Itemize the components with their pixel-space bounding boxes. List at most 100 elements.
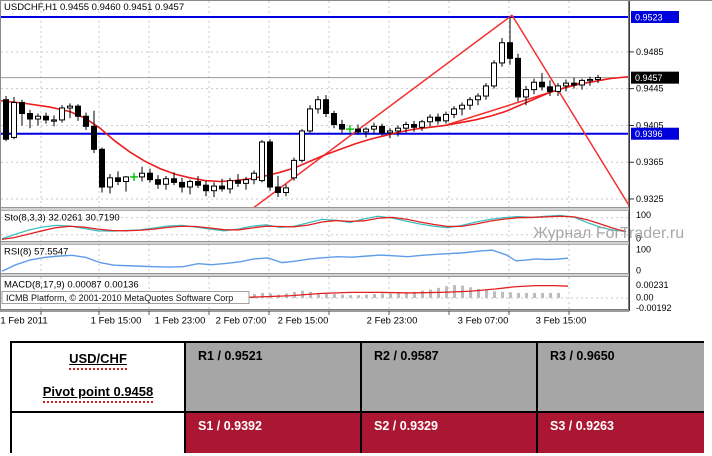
- candle-body: [563, 82, 569, 87]
- candle-body: [139, 172, 145, 178]
- candle-body: [115, 177, 121, 183]
- macd-histogram-bar: [381, 293, 384, 298]
- time-label: 2 Feb 07:00: [216, 316, 267, 327]
- macd-histogram-bar: [253, 294, 256, 298]
- support-2-cell: S2 / 0.9329: [362, 413, 538, 453]
- price-tick-label: 0.9485: [636, 47, 664, 57]
- candle-body: [307, 108, 313, 132]
- pane-separator: [0, 273, 630, 277]
- rsi-label: RSI(8) 57.5547: [4, 247, 68, 258]
- candle-body: [419, 121, 425, 128]
- watermark-fortrader: Журнал ForTrader.ru: [533, 225, 684, 242]
- candle-body: [483, 85, 489, 97]
- time-label: 3 Feb 15:00: [536, 316, 587, 327]
- candle-body: [395, 127, 401, 132]
- macd-histogram-bar: [493, 291, 496, 298]
- candle-body: [515, 57, 521, 98]
- candle-body: [43, 115, 49, 121]
- candle-body: [379, 125, 385, 134]
- candle-body: [451, 108, 457, 115]
- chart-title-ohlc: USDCHF,H1 0.9455 0.9460 0.9451 0.9457: [4, 2, 184, 13]
- platform-copyright-box: ICMB Platform, © 2001-2010 MetaQuotes So…: [1, 291, 250, 304]
- candle-body: [467, 99, 473, 106]
- candle-body: [331, 112, 337, 126]
- candle-body: [195, 181, 201, 186]
- macd-histogram-bar: [549, 292, 552, 298]
- support-3-cell: S3 / 0.9263: [538, 413, 704, 453]
- macd-scale-zero: 0.00: [636, 293, 654, 303]
- price-tick-label: 0.9405: [636, 120, 664, 130]
- pair-cell: USD/CHF Pivot point 0.9458: [12, 343, 186, 413]
- price-tick-label: 0.9445: [636, 84, 664, 94]
- candle-body: [107, 177, 113, 188]
- macd-histogram-bar: [341, 294, 344, 298]
- price-tick-label: 0.9365: [636, 157, 664, 167]
- macd-histogram-bar: [517, 292, 520, 298]
- candle-body: [75, 105, 81, 117]
- macd-histogram-bar: [261, 292, 264, 298]
- resistance-3-cell: R3 / 0.9650: [538, 343, 704, 413]
- macd-histogram-bar: [533, 292, 536, 298]
- candle-body: [507, 42, 513, 59]
- moving-average-line: [0, 75, 629, 183]
- rsi-scale-100: 100: [636, 245, 651, 255]
- macd-histogram-bar: [397, 292, 400, 298]
- candle-body: [275, 186, 281, 194]
- candle-body: [539, 81, 545, 88]
- candle-body: [475, 95, 481, 101]
- candle-body: [267, 141, 273, 188]
- macd-histogram-bar: [469, 287, 472, 298]
- candle-body: [523, 89, 529, 98]
- platform-copyright-text: ICMB Platform, © 2001-2010 MetaQuotes So…: [6, 293, 233, 303]
- candle-body: [91, 125, 97, 150]
- chart-render-layer: 0.9485 0.9445 0.9405 0.9365 0.9325 0.9523 0.94…: [0, 0, 712, 327]
- rsi-scale-0: 0: [636, 266, 641, 276]
- candle-body: [339, 124, 345, 130]
- macd-histogram-bar: [429, 289, 432, 298]
- time-label: 2 Feb 15:00: [278, 316, 329, 327]
- rsi-line: [1, 249, 569, 272]
- macd-histogram-bar: [389, 293, 392, 298]
- price-badge-blue: [631, 127, 679, 140]
- stochastic-label: Sto(8,3,3) 32.0261 30.7190: [4, 213, 120, 224]
- candle-body: [291, 159, 297, 179]
- macd-histogram-bar: [333, 294, 336, 298]
- candle-body: [123, 176, 129, 183]
- candle-body: [411, 124, 417, 128]
- resistance-1-cell: R1 / 0.9521: [186, 343, 362, 413]
- candle-body: [35, 115, 41, 120]
- candle-body: [187, 181, 193, 188]
- candle-body: [403, 124, 409, 129]
- candle-body: [315, 99, 321, 110]
- empty-cell: [12, 413, 186, 453]
- macd-histogram-bar: [405, 292, 408, 298]
- candle-body: [3, 99, 9, 140]
- candle-body: [259, 141, 265, 182]
- candle-body: [171, 178, 177, 183]
- candle-body: [211, 185, 217, 192]
- candle-body: [571, 82, 577, 86]
- time-label: 1 Feb 15:00: [91, 316, 142, 327]
- macd-histogram-bar: [325, 293, 328, 298]
- macd-scale-min: -0.00192: [636, 303, 672, 313]
- macd-histogram-bar: [309, 291, 312, 298]
- candle-body: [243, 179, 249, 184]
- candle-body: [299, 130, 305, 161]
- candle-body: [99, 148, 105, 188]
- time-label: 1 Feb 2011: [0, 316, 47, 327]
- candle-body: [427, 116, 433, 123]
- candle-body: [555, 85, 561, 92]
- pivot-point-label: Pivot point 0.9458: [42, 384, 154, 403]
- candle-body: [587, 78, 593, 82]
- pair-label: USD/CHF: [69, 351, 127, 370]
- macd-histogram-bar: [269, 293, 272, 298]
- pane-separator: [0, 207, 630, 211]
- price-badge-black: [631, 71, 679, 84]
- pivot-table: USD/CHF Pivot point 0.9458 R1 / 0.9521 R…: [10, 341, 704, 453]
- candle-body: [235, 180, 241, 184]
- price-badge-label: 0.9396: [635, 129, 663, 139]
- macd-histogram-bar: [317, 292, 320, 298]
- candle-body: [459, 104, 465, 110]
- mt4-chart-canvas[interactable]: 0.9485 0.9445 0.9405 0.9365 0.9325 0.9523 0.94…: [0, 0, 712, 334]
